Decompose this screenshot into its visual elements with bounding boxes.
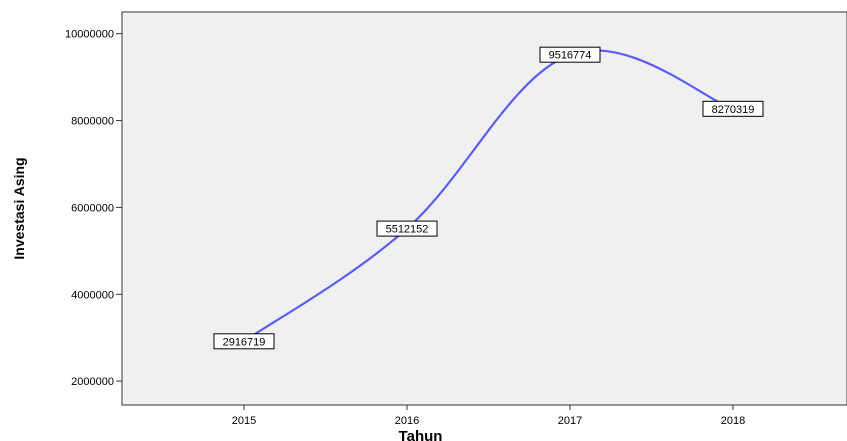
data-label: 5512152 (376, 220, 438, 237)
x-tick-label: 2018 (721, 415, 745, 427)
data-label-box (702, 100, 764, 117)
y-tick-label: 6000000 (71, 202, 114, 214)
data-label-box (539, 46, 601, 63)
x-axis-title: Tahun (399, 428, 443, 441)
data-label: 2916719 (213, 333, 275, 350)
data-label-text: 9516774 (549, 50, 592, 62)
data-labels: 2916719 5512152 9516774 8270319 (213, 46, 764, 350)
series-line (243, 49, 734, 343)
data-label-text: 2916719 (223, 336, 266, 348)
data-label: 8270319 (702, 100, 764, 117)
data-label: 9516774 (539, 46, 601, 63)
x-tick-label: 2015 (232, 415, 256, 427)
data-label-box (213, 333, 275, 350)
data-label-text: 5512152 (386, 224, 429, 236)
y-tick-label: 10000000 (65, 29, 114, 41)
y-axis-title: Investasi Asing (11, 157, 27, 259)
y-tick-label: 4000000 (71, 289, 114, 301)
x-axis-ticks: 2015 2016 2017 2018 (232, 405, 745, 427)
y-axis-ticks: 2000000 4000000 6000000 8000000 10000000 (65, 29, 122, 388)
x-tick-label: 2017 (558, 415, 582, 427)
data-label-box (376, 220, 438, 237)
x-tick-label: 2016 (395, 415, 419, 427)
y-tick-label: 8000000 (71, 116, 114, 128)
data-label-text: 8270319 (712, 104, 755, 116)
y-tick-label: 2000000 (71, 376, 114, 388)
